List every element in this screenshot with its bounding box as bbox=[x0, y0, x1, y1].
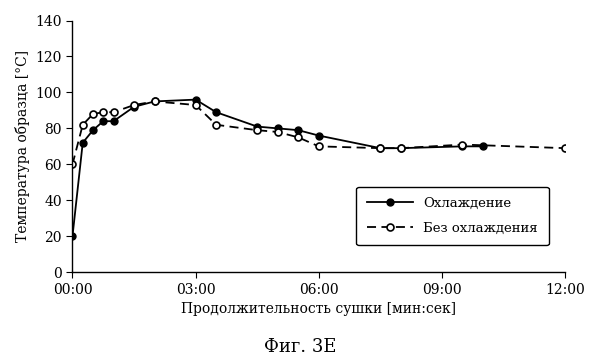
Без охлаждения bbox=[130, 103, 137, 107]
Без охлаждения bbox=[562, 146, 569, 150]
Legend: Охлаждение, Без охлаждения: Охлаждение, Без охлаждения bbox=[356, 186, 548, 246]
Охлаждение bbox=[130, 105, 137, 109]
Охлаждение bbox=[79, 141, 86, 145]
Без охлаждения bbox=[315, 144, 322, 149]
Без охлаждения bbox=[459, 143, 466, 147]
Без охлаждения bbox=[397, 146, 404, 150]
Line: Без охлаждения: Без охлаждения bbox=[69, 98, 569, 168]
Охлаждение bbox=[459, 144, 466, 149]
Охлаждение bbox=[295, 128, 302, 132]
Охлаждение bbox=[397, 146, 404, 150]
Без охлаждения bbox=[79, 123, 86, 127]
Охлаждение bbox=[479, 144, 487, 149]
X-axis label: Продолжительность сушки [мин:сек]: Продолжительность сушки [мин:сек] bbox=[181, 302, 457, 316]
Охлаждение bbox=[254, 125, 261, 129]
Охлаждение bbox=[89, 128, 97, 132]
Y-axis label: Температура образца [°C]: Температура образца [°C] bbox=[15, 50, 30, 242]
Охлаждение bbox=[315, 134, 322, 138]
Охлаждение bbox=[212, 110, 220, 114]
Без охлаждения bbox=[100, 110, 107, 114]
Line: Охлаждение: Охлаждение bbox=[69, 96, 487, 240]
Охлаждение bbox=[274, 126, 281, 131]
Без охлаждения bbox=[192, 103, 199, 107]
Охлаждение bbox=[69, 234, 76, 238]
Охлаждение bbox=[110, 119, 117, 123]
Охлаждение bbox=[151, 99, 158, 104]
Без охлаждения bbox=[274, 130, 281, 134]
Охлаждение bbox=[377, 146, 384, 150]
Без охлаждения bbox=[254, 128, 261, 132]
Без охлаждения bbox=[295, 135, 302, 140]
Без охлаждения bbox=[151, 99, 158, 104]
Без охлаждения bbox=[89, 112, 97, 116]
Text: Фиг. 3E: Фиг. 3E bbox=[264, 338, 336, 356]
Без охлаждения bbox=[377, 146, 384, 150]
Охлаждение bbox=[192, 98, 199, 102]
Без охлаждения bbox=[110, 110, 117, 114]
Охлаждение bbox=[100, 119, 107, 123]
Без охлаждения bbox=[212, 123, 220, 127]
Без охлаждения bbox=[69, 162, 76, 167]
